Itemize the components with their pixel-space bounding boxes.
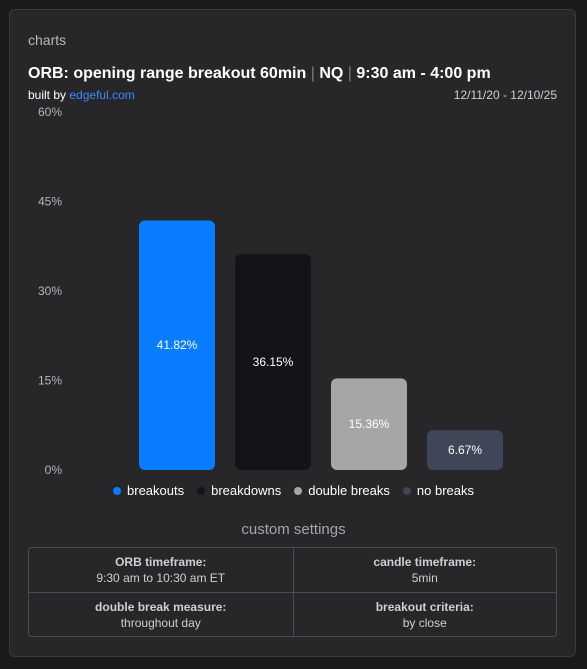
setting-orb-timeframe: ORB timeframe: 9:30 am to 10:30 am ET — [29, 548, 293, 592]
bar-breakouts[interactable] — [139, 220, 215, 470]
bar-breakdowns[interactable] — [235, 254, 311, 470]
legend-item-breakdowns[interactable]: breakdowns — [197, 483, 281, 498]
chart-title: ORB: opening range breakout 60min | NQ |… — [28, 65, 491, 83]
y-tick-label: 45% — [38, 195, 62, 209]
setting-value: throughout day — [120, 615, 201, 630]
setting-candle-timeframe: candle timeframe: 5min — [292, 548, 557, 592]
chart-legend: breakouts breakdowns double breaks no br… — [10, 483, 577, 498]
settings-title: custom settings — [241, 521, 346, 538]
setting-value: by close — [402, 615, 447, 630]
settings-table: ORB timeframe: 9:30 am to 10:30 am ET ca… — [28, 547, 557, 637]
bar-value-label: 15.36% — [349, 417, 390, 431]
title-separator: | — [347, 65, 352, 82]
date-range: 12/11/20 - 12/10/25 — [453, 88, 557, 102]
legend-dot — [294, 486, 303, 495]
bar-value-label: 6.67% — [448, 443, 482, 457]
edgeful-link[interactable]: edgeful.com — [69, 88, 135, 102]
legend-label: breakouts — [127, 483, 185, 498]
charts-panel: charts ORB: opening range breakout 60min… — [9, 9, 576, 657]
bar-no-breaks[interactable] — [427, 430, 503, 470]
bar-double-breaks[interactable] — [331, 378, 407, 470]
bar-chart: 0% 15% 30% 45% 60% 41.82% 36.15% 15.36% 6.67% — [38, 105, 503, 477]
legend-label: breakdowns — [211, 483, 282, 498]
title-part-strategy: ORB: opening range breakout 60min — [28, 65, 307, 82]
panel-header-label: charts — [28, 32, 67, 48]
legend-item-breakouts[interactable]: breakouts — [113, 483, 184, 498]
legend-item-no-breaks[interactable]: no breaks — [402, 483, 474, 498]
bar-value-label: 41.82% — [157, 338, 198, 352]
legend-dot — [402, 486, 411, 495]
setting-value: 5min — [411, 571, 438, 585]
legend-item-double-breaks[interactable]: double breaks — [294, 483, 390, 498]
legend-dot — [197, 486, 206, 495]
legend-label: double breaks — [308, 483, 390, 498]
y-tick-label: 60% — [38, 105, 62, 119]
title-separator: | — [310, 65, 315, 82]
setting-value: 9:30 am to 10:30 am ET — [96, 571, 226, 585]
setting-label: breakout criteria: — [375, 599, 474, 614]
setting-label: candle timeframe: — [373, 555, 477, 569]
title-part-symbol: NQ — [319, 65, 344, 82]
y-tick-label: 30% — [38, 284, 62, 298]
setting-label: double break measure: — [95, 599, 227, 614]
setting-breakout-criteria: breakout criteria: by close — [292, 592, 556, 636]
title-part-session: 9:30 am - 4:00 pm — [356, 65, 491, 82]
y-tick-label: 0% — [45, 463, 63, 477]
setting-double-break-measure: double break measure: throughout day — [29, 592, 293, 636]
legend-label: no breaks — [416, 483, 474, 498]
legend-dot — [113, 486, 122, 495]
y-tick-label: 15% — [38, 374, 62, 388]
built-by-prefix: built by — [28, 88, 67, 102]
built-by: built by edgeful.com — [28, 88, 135, 102]
bar-value-label: 36.15% — [253, 355, 294, 369]
setting-label: ORB timeframe: — [115, 555, 207, 569]
